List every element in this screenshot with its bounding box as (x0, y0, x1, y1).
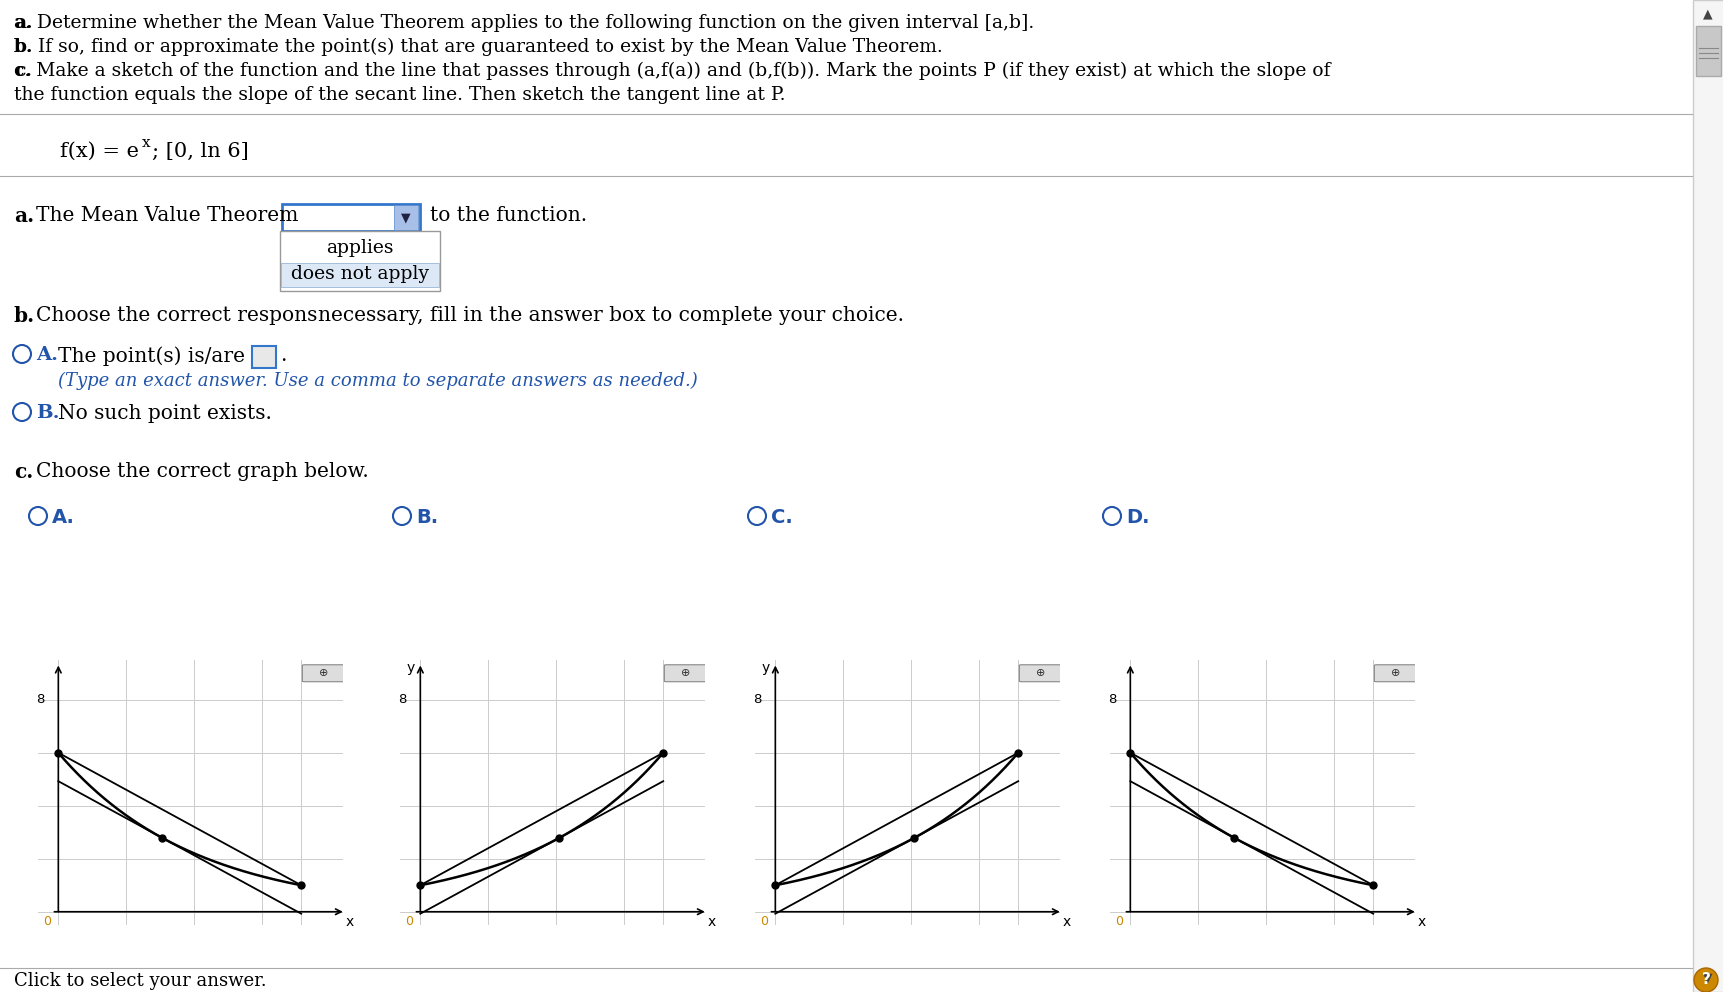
Text: The point(s) is/are: The point(s) is/are (59, 346, 245, 366)
Text: (Type an exact answer. Use a comma to separate answers as needed.): (Type an exact answer. Use a comma to se… (59, 372, 698, 390)
Text: x: x (1061, 916, 1070, 930)
Text: b. If so, find or approximate the point(s) that are guaranteed to exist by the M: b. If so, find or approximate the point(… (14, 38, 942, 57)
Text: x: x (141, 136, 150, 150)
Text: No such point exists.: No such point exists. (59, 404, 272, 423)
Text: Choose the correct graph below.: Choose the correct graph below. (36, 462, 369, 481)
Text: b.: b. (14, 38, 33, 56)
Text: ?: ? (1701, 972, 1709, 987)
Text: y: y (762, 661, 770, 675)
FancyBboxPatch shape (283, 204, 420, 231)
Text: 8: 8 (753, 693, 762, 706)
Text: .: . (279, 346, 286, 365)
Text: c.: c. (14, 62, 31, 80)
Bar (395, 205, 417, 230)
Text: ⊕: ⊕ (1390, 669, 1399, 679)
Text: A.: A. (52, 508, 74, 527)
Bar (279, 231, 439, 291)
Text: x: x (345, 916, 353, 930)
Circle shape (1694, 968, 1718, 992)
Text: Choose the correct respons: Choose the correct respons (36, 306, 317, 325)
FancyBboxPatch shape (1373, 665, 1416, 682)
Text: 0: 0 (760, 915, 768, 928)
Bar (1695, 26, 1720, 76)
Text: x: x (1416, 916, 1425, 930)
Bar (252, 346, 276, 368)
Text: ▲: ▲ (1702, 8, 1713, 21)
Text: a. Determine whether the Mean Value Theorem applies to the following function on: a. Determine whether the Mean Value Theo… (14, 14, 1034, 32)
Text: a.: a. (14, 14, 33, 32)
Bar (1692, 0, 1723, 992)
Text: ▼: ▼ (1702, 971, 1713, 984)
Text: ; [0, ln 6]: ; [0, ln 6] (152, 142, 248, 161)
Text: applies: applies (326, 239, 393, 257)
Text: c. Make a sketch of the function and the line that passes through (a,f(a)) and (: c. Make a sketch of the function and the… (14, 62, 1330, 80)
Text: ⊕: ⊕ (681, 669, 691, 679)
Text: 0: 0 (1115, 915, 1123, 928)
Text: 8: 8 (398, 693, 407, 706)
Text: f(x) = e: f(x) = e (60, 142, 140, 161)
Text: to the function.: to the function. (429, 206, 588, 225)
Text: ▼: ▼ (401, 211, 410, 224)
FancyBboxPatch shape (1018, 665, 1061, 682)
Text: 0: 0 (405, 915, 414, 928)
Text: 8: 8 (1108, 693, 1117, 706)
Text: a.: a. (14, 206, 34, 226)
Text: 8: 8 (36, 693, 45, 706)
Text: Click to select your answer.: Click to select your answer. (14, 972, 267, 990)
Text: c.: c. (14, 462, 33, 482)
Bar (281, 263, 439, 287)
Text: The Mean Value Theorem: The Mean Value Theorem (36, 206, 298, 225)
Text: x: x (706, 916, 715, 930)
Text: necessary, fill in the answer box to complete your choice.: necessary, fill in the answer box to com… (317, 306, 903, 325)
Text: D.: D. (1125, 508, 1149, 527)
FancyBboxPatch shape (663, 665, 708, 682)
Text: C.: C. (770, 508, 793, 527)
Text: B.: B. (415, 508, 438, 527)
Text: A.: A. (36, 346, 59, 364)
Text: the function equals the slope of the secant line. Then sketch the tangent line a: the function equals the slope of the sec… (14, 86, 786, 104)
Text: ⊕: ⊕ (319, 669, 329, 679)
Text: B.: B. (36, 404, 60, 422)
Text: 0: 0 (43, 915, 52, 928)
Text: y: y (407, 661, 415, 675)
Text: does not apply: does not apply (291, 265, 429, 283)
Text: ⊕: ⊕ (1036, 669, 1046, 679)
FancyBboxPatch shape (302, 665, 346, 682)
Text: b.: b. (14, 306, 34, 326)
